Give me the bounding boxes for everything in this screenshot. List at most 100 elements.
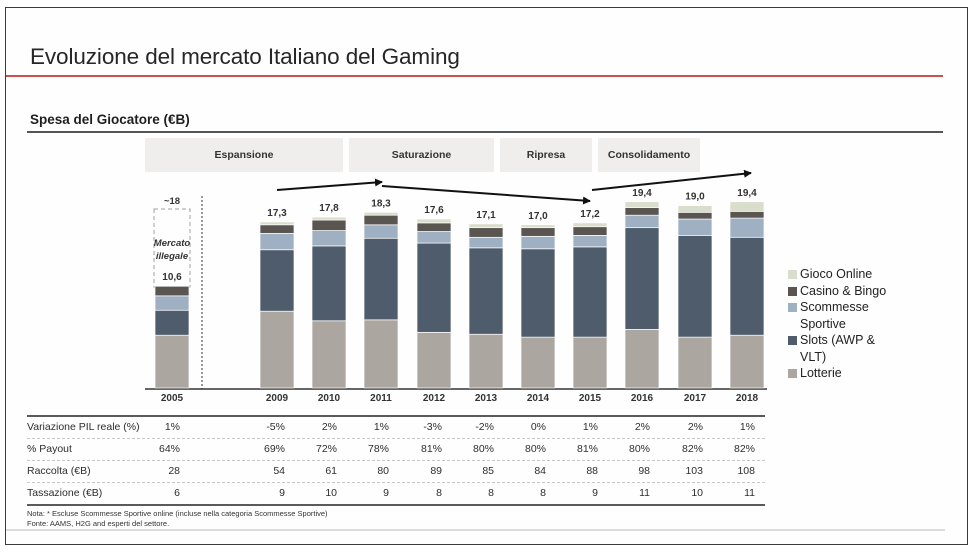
bar-segment-casino-bingo-2016 [624,207,660,216]
indicators-table: Variazione PIL reale (%) 1% -5% 2% 1% -3% -2% 0… [0,417,780,505]
table-row-label: Raccolta (€B) [27,465,91,477]
bar-stack-2009 [259,221,295,389]
illegal-market-label-line2: illegale [156,251,189,262]
bar-stack-2014 [520,224,556,389]
table-row: % Payout 64% 69% 72% 78% 81% 80% 80% 81% 80% 82% 82… [27,439,765,461]
table-cell-2009: 69% [263,443,285,455]
bar-segment-casino-bingo-2013 [468,227,504,238]
bar-segment-slots-awp-vlt-2015 [572,246,608,338]
bar-segment-casino-bingo-2009 [259,224,295,234]
illegal-market-total-label: ~18 [164,196,180,207]
bar-stack-2015 [572,222,608,389]
total-label-2012: 17,6 [424,205,444,216]
phase-box-espansione: Espansione [145,138,343,172]
bar-segment-casino-bingo-2005 [154,285,190,297]
x-tick-label-2010: 2010 [318,393,341,404]
chart-title: Spesa del Giocatore (€B) [30,112,190,127]
phase-box-saturazione: Saturazione [349,138,494,172]
bar-segment-casino-bingo-2017 [677,211,713,220]
table-cell-2014: 80% [524,443,546,455]
table-row-label: % Payout [27,443,72,455]
bar-segment-lotterie-2017 [677,336,713,389]
table-cell-2013: 8 [488,487,494,499]
bar-segment-scommesse-sportive-2017 [677,218,713,236]
footnote-fonte: Fonte: AAMS, H2G and esperti del settore… [27,519,170,528]
x-tick-label-2015: 2015 [579,393,602,404]
table-cell-2010: 2% [321,421,337,433]
bar-segment-scommesse-sportive-2016 [624,214,660,229]
x-tick-label-2012: 2012 [423,393,446,404]
table-cell-2005: 28 [168,465,180,477]
table-row: Tassazione (€B) 6 9 10 9 8 8 8 9 11 10 11 [27,483,765,505]
table-cell-2011: 1% [373,421,389,433]
table-cell-2012: -3% [423,421,442,433]
legend-label: Casino & Bingo [800,283,887,298]
bottom-divider [6,529,945,531]
bar-stack-2013 [468,223,504,389]
bar-segment-slots-awp-vlt-2012 [416,242,452,333]
title-divider [6,75,943,77]
table-cell-2010: 10 [325,487,337,499]
table-cell-2017: 2% [687,421,703,433]
table-top-rule [27,415,765,417]
total-label-2005: 10,6 [162,272,182,283]
bar-segment-scommesse-sportive-2012 [416,231,452,244]
bar-segment-slots-awp-vlt-2013 [468,247,504,335]
table-cell-2013: -2% [475,421,494,433]
x-tick-label-2005: 2005 [161,393,184,404]
table-cell-2012: 8 [436,487,442,499]
legend-label: Scommesse Sportive [800,300,869,331]
bar-stack-2017 [677,205,713,389]
bar-segment-scommesse-sportive-2005 [154,295,190,311]
table-cell-2017: 10 [691,487,703,499]
table-cell-2011: 78% [367,443,389,455]
table-cell-2012: 89 [430,465,442,477]
bar-segment-lotterie-2018 [729,334,765,389]
legend-swatch-icon [788,286,797,296]
bar-segment-scommesse-sportive-2013 [468,236,504,249]
table-cell-2013: 85 [482,465,494,477]
illegal-market-dashed-box [153,208,191,288]
slide-title: Evoluzione del mercato Italiano del Gami… [30,44,460,69]
bar-segment-slots-awp-vlt-2018 [729,236,765,336]
table-cell-2012: 81% [420,443,442,455]
table-cell-2005: 6 [174,487,180,499]
table-cell-2010: 72% [315,443,337,455]
trend-arrow-consolidation [591,169,752,191]
bar-stack-2005 [154,285,190,389]
table-cell-2017: 103 [685,465,703,477]
bar-segment-lotterie-2016 [624,329,660,389]
bar-segment-scommesse-sportive-2018 [729,217,765,238]
bar-segment-lotterie-2005 [154,334,190,389]
table-cell-2014: 0% [530,421,546,433]
table-cell-2009: -5% [266,421,285,433]
chart-legend: Gioco Online Casino & Bingo Scommesse Sp… [788,266,900,382]
bar-segment-lotterie-2011 [363,319,399,389]
total-label-2013: 17,1 [476,210,496,221]
bar-segment-casino-bingo-2015 [572,226,608,236]
table-cell-2016: 2% [634,421,650,433]
total-label-2009: 17,3 [267,208,287,219]
bar-segment-scommesse-sportive-2011 [363,224,399,239]
bar-segment-lotterie-2012 [416,331,452,389]
bar-segment-scommesse-sportive-2015 [572,235,608,248]
table-cell-2016: 80% [628,443,650,455]
bar-segment-casino-bingo-2018 [729,211,765,219]
bar-segment-gioco-online-2012 [416,218,452,224]
x-tick-label-2017: 2017 [684,393,707,404]
table-cell-2013: 80% [472,443,494,455]
table-cell-2015: 1% [582,421,598,433]
bar-segment-gioco-online-2018 [729,201,765,212]
table-row: Raccolta (€B) 28 54 61 80 89 85 84 88 98 103 108 [27,461,765,483]
x-tick-label-2013: 2013 [475,393,498,404]
bar-segment-gioco-online-2013 [468,223,504,229]
table-cell-2005: 64% [158,443,180,455]
table-cell-2014: 8 [540,487,546,499]
bar-stack-2018 [729,201,765,389]
table-cell-2018: 82% [733,443,755,455]
legend-swatch-icon [788,369,797,378]
table-row: Variazione PIL reale (%) 1% -5% 2% 1% -3% -2% 0… [27,417,765,439]
bar-segment-gioco-online-2009 [259,221,295,226]
bar-stack-2011 [363,211,399,389]
table-cell-2014: 84 [534,465,546,477]
